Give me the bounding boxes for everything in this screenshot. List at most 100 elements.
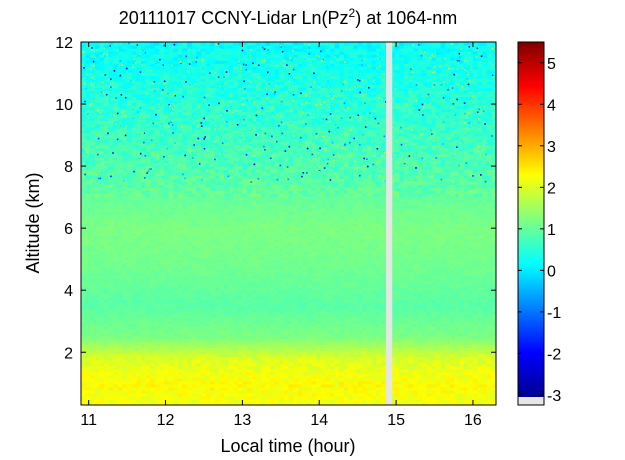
heatmap-cell [399,362,405,367]
heatmap-cell [394,395,400,400]
heatmap-cell [366,311,373,315]
heatmap-cell [265,374,271,379]
heatmap-cell [260,326,267,330]
heatmap-cell [491,356,496,361]
heatmap-cell [436,386,442,391]
heatmap-cell [140,398,147,403]
heatmap-cell [274,341,280,346]
heatmap-cell [454,305,460,309]
heatmap-cell [357,323,363,327]
heatmap-cell [459,377,465,382]
heatmap-cell [366,365,373,370]
heatmap-cell [191,383,197,388]
heatmap-cell [99,401,105,405]
heatmap-cell [431,317,437,321]
heatmap-cell [247,320,253,324]
heatmap-cell [242,308,248,312]
heatmap-cell [113,323,119,327]
heatmap-cell [486,332,492,337]
heatmap-cell [440,389,446,394]
heatmap-cell [131,389,137,394]
heatmap-cell [200,350,207,355]
heatmap-cell [270,320,276,324]
heatmap-cell [417,359,423,364]
heatmap-cell [293,323,299,327]
heatmap-cell [417,377,423,382]
heatmap-cell [270,311,276,315]
heatmap-cell [408,350,414,355]
heatmap-cell [431,401,437,405]
heatmap-cell [99,323,105,327]
heatmap-cell [422,371,428,376]
heatmap-cell [173,362,179,367]
heatmap-cell [196,347,202,352]
heatmap-cell [210,323,216,327]
heatmap-cell [260,377,267,382]
heatmap-cell [362,299,368,303]
heatmap-cell [219,395,225,400]
heatmap-cell [104,347,110,352]
heatmap-cell [117,326,124,330]
heatmap-cell [113,344,119,349]
heatmap-cell [366,341,373,346]
heatmap-cell [389,332,396,337]
heatmap-cell [306,335,313,340]
heatmap-cell [159,362,165,367]
heatmap-cell [394,359,400,364]
heatmap-cell [145,362,151,367]
heatmap-cell [491,371,496,376]
heatmap-cell [168,326,174,330]
heatmap-cell [380,323,386,327]
heatmap-cell [256,392,262,397]
heatmap-cell [140,311,147,315]
heatmap-cell [325,362,331,367]
heatmap-cell [164,320,170,324]
heatmap-cell [168,341,174,346]
heatmap-cell [104,380,110,385]
heatmap-cell [426,305,433,309]
heatmap-cell [302,332,308,337]
heatmap-cell [256,317,262,321]
heatmap-cell [389,371,396,376]
heatmap-cell [468,374,474,379]
heatmap-cell [463,398,469,403]
heatmap-cell [154,398,160,403]
heatmap-cell [477,314,483,318]
heatmap-cell [362,338,368,343]
heatmap-cell [403,362,409,367]
heatmap-cell [228,368,234,373]
heatmap-cell [159,341,165,346]
heatmap-cell [164,380,170,385]
heatmap-cell [223,398,230,403]
heatmap-cell [306,401,313,405]
heatmap-cell [440,302,446,306]
heatmap-cell [353,377,359,382]
heatmap-cell [205,338,211,343]
heatmap-cell [459,386,465,391]
heatmap-cell [376,332,382,337]
heatmap-cell [477,359,483,364]
heatmap-cell [376,305,382,309]
heatmap-cell [196,329,202,334]
heatmap-cell [431,305,437,309]
heatmap-cell [477,323,483,327]
heatmap-cell [122,329,128,334]
heatmap-cell [182,335,188,340]
heatmap-cell [256,356,262,361]
heatmap-cell [339,332,345,337]
heatmap-cell [270,368,276,373]
heatmap-cell [426,365,433,370]
heatmap-cell [417,308,423,312]
heatmap-cell [154,392,160,397]
heatmap-cell [362,326,368,330]
heatmap-cell [159,371,165,376]
heatmap-cell [94,365,101,370]
heatmap-cell [279,359,285,364]
heatmap-cell [316,356,322,361]
heatmap-cell [136,320,142,324]
heatmap-cell [104,308,110,312]
heatmap-cell [187,314,193,318]
heatmap-cell [113,356,119,361]
heatmap-cell [413,395,419,400]
heatmap-cell [334,359,340,364]
